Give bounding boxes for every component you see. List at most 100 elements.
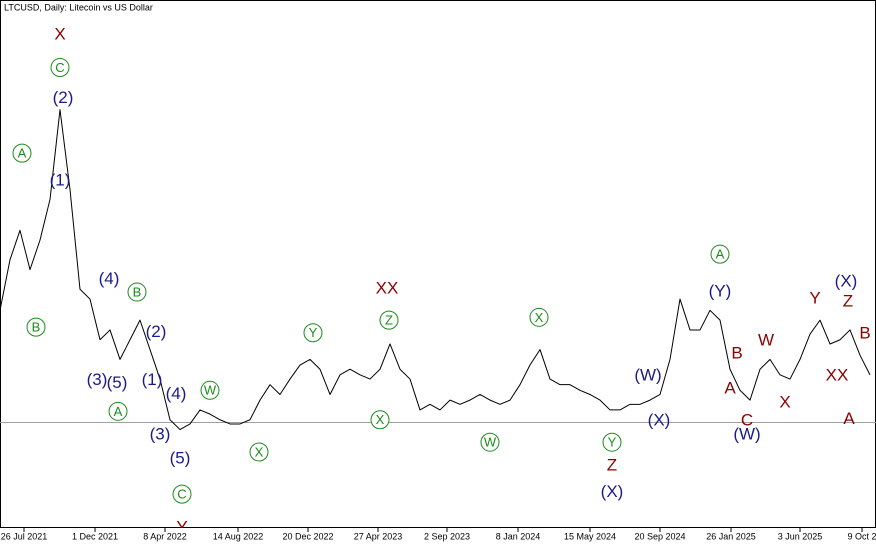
wave-label-text: Y: [176, 517, 187, 536]
wave-label-text: XX: [376, 279, 399, 298]
wave-label-text: A: [843, 409, 855, 428]
wave-label: (3): [150, 425, 171, 444]
wave-label: A: [12, 143, 32, 163]
wave-label: X: [370, 410, 390, 430]
x-tick-label: 20 Dec 2022: [282, 531, 333, 541]
wave-label: Z: [607, 456, 617, 475]
wave-label-text: (4): [99, 269, 120, 288]
x-tick-label: 15 May 2024: [564, 531, 616, 541]
wave-label: XX: [826, 366, 849, 385]
wave-label-text: Y: [809, 289, 820, 308]
wave-label-text: B: [859, 324, 870, 343]
wave-label: (2): [146, 322, 167, 341]
wave-label-text: (2): [146, 322, 167, 341]
wave-label-text: W: [204, 383, 217, 398]
wave-label-text: (Y): [709, 282, 732, 301]
wave-label-text: (5): [170, 449, 191, 468]
wave-label: (W): [634, 366, 661, 385]
wave-label-text: A: [18, 146, 27, 161]
x-tick-label: 9 Oct 2: [847, 531, 876, 541]
wave-label-circle: [26, 317, 46, 337]
wave-label-text: Y: [608, 435, 617, 450]
wave-label-text: W: [758, 331, 774, 350]
wave-label: C: [741, 411, 753, 430]
x-tick-label: 27 Apr 2023: [354, 531, 403, 541]
wave-label: (5): [107, 373, 128, 392]
wave-label: W: [200, 380, 220, 400]
wave-label: Y: [809, 289, 820, 308]
wave-label: B: [127, 282, 147, 302]
wave-label-text: Z: [607, 456, 617, 475]
wave-label: A: [724, 378, 736, 397]
wave-label: (1): [142, 370, 163, 389]
wave-label-text: XX: [826, 366, 849, 385]
wave-label: C: [172, 484, 192, 504]
wave-label: (3): [87, 370, 108, 389]
x-tick-label: 8 Jan 2024: [496, 531, 541, 541]
wave-label-circle: [480, 432, 500, 452]
wave-label: (5): [170, 449, 191, 468]
wave-label: (Y): [709, 282, 732, 301]
wave-label-circle: [379, 310, 399, 330]
wave-label-text: (W): [634, 366, 661, 385]
wave-label: X: [249, 442, 269, 462]
wave-label: A: [843, 409, 855, 428]
wave-label-circle: [200, 380, 220, 400]
wave-label: B: [26, 317, 46, 337]
wave-label-text: X: [54, 25, 65, 44]
wave-label-text: C: [177, 487, 186, 502]
wave-label: Y: [303, 323, 323, 343]
chart-title: LTCUSD, Daily: Litecoin vs US Dollar: [4, 2, 153, 12]
wave-label: (W): [733, 425, 760, 444]
wave-label: (4): [99, 269, 120, 288]
wave-label-text: (1): [50, 171, 71, 190]
wave-label-text: (3): [87, 370, 108, 389]
wave-label: (4): [166, 384, 187, 403]
wave-label-circle: [303, 323, 323, 343]
wave-label-text: (3): [150, 425, 171, 444]
x-tick-label: 26 Jan 2025: [706, 531, 756, 541]
wave-label: Y: [176, 517, 187, 536]
wave-label: (X): [835, 272, 858, 291]
wave-label-circle: [529, 307, 549, 327]
wave-label: X: [54, 25, 65, 44]
wave-label: Y: [602, 432, 622, 452]
x-tick-label: 3 Jun 2025: [778, 531, 823, 541]
wave-label-text: Y: [309, 325, 318, 340]
wave-label-text: (1): [142, 370, 163, 389]
wave-label: (X): [601, 482, 624, 501]
wave-label-circle: [127, 282, 147, 302]
x-tick-label: 1 Dec 2021: [72, 531, 118, 541]
wave-label: (1): [50, 171, 71, 190]
wave-label-text: A: [724, 378, 736, 397]
wave-label-text: C: [741, 411, 753, 430]
wave-label-circle: [12, 143, 32, 163]
plot-frame: [0, 0, 876, 528]
wave-label-text: Z: [385, 313, 393, 328]
wave-label-text: X: [255, 444, 264, 459]
wave-label: C: [50, 58, 70, 78]
x-tick-label: 2 Sep 2023: [424, 531, 470, 541]
wave-label-text: (5): [107, 373, 128, 392]
wave-label: A: [108, 401, 128, 421]
wave-label: XX: [376, 279, 399, 298]
wave-label: (2): [53, 88, 74, 107]
wave-label-text: Z: [843, 291, 853, 310]
wave-label-text: B: [731, 343, 742, 362]
wave-label-text: W: [484, 435, 497, 450]
wave-label: W: [480, 432, 500, 452]
wave-label: Z: [843, 291, 853, 310]
wave-label: X: [779, 392, 790, 411]
wave-label-circle: [249, 442, 269, 462]
wave-label-text: A: [114, 404, 123, 419]
wave-label-circle: [602, 432, 622, 452]
wave-label-text: (X): [601, 482, 624, 501]
x-tick-label: 26 Jul 2021: [1, 531, 48, 541]
wave-label-circle: [50, 58, 70, 78]
wave-label-text: X: [535, 310, 544, 325]
wave-label: A: [710, 244, 730, 264]
wave-label-text: X: [376, 412, 385, 427]
x-tick-label: 8 Apr 2022: [143, 531, 187, 541]
